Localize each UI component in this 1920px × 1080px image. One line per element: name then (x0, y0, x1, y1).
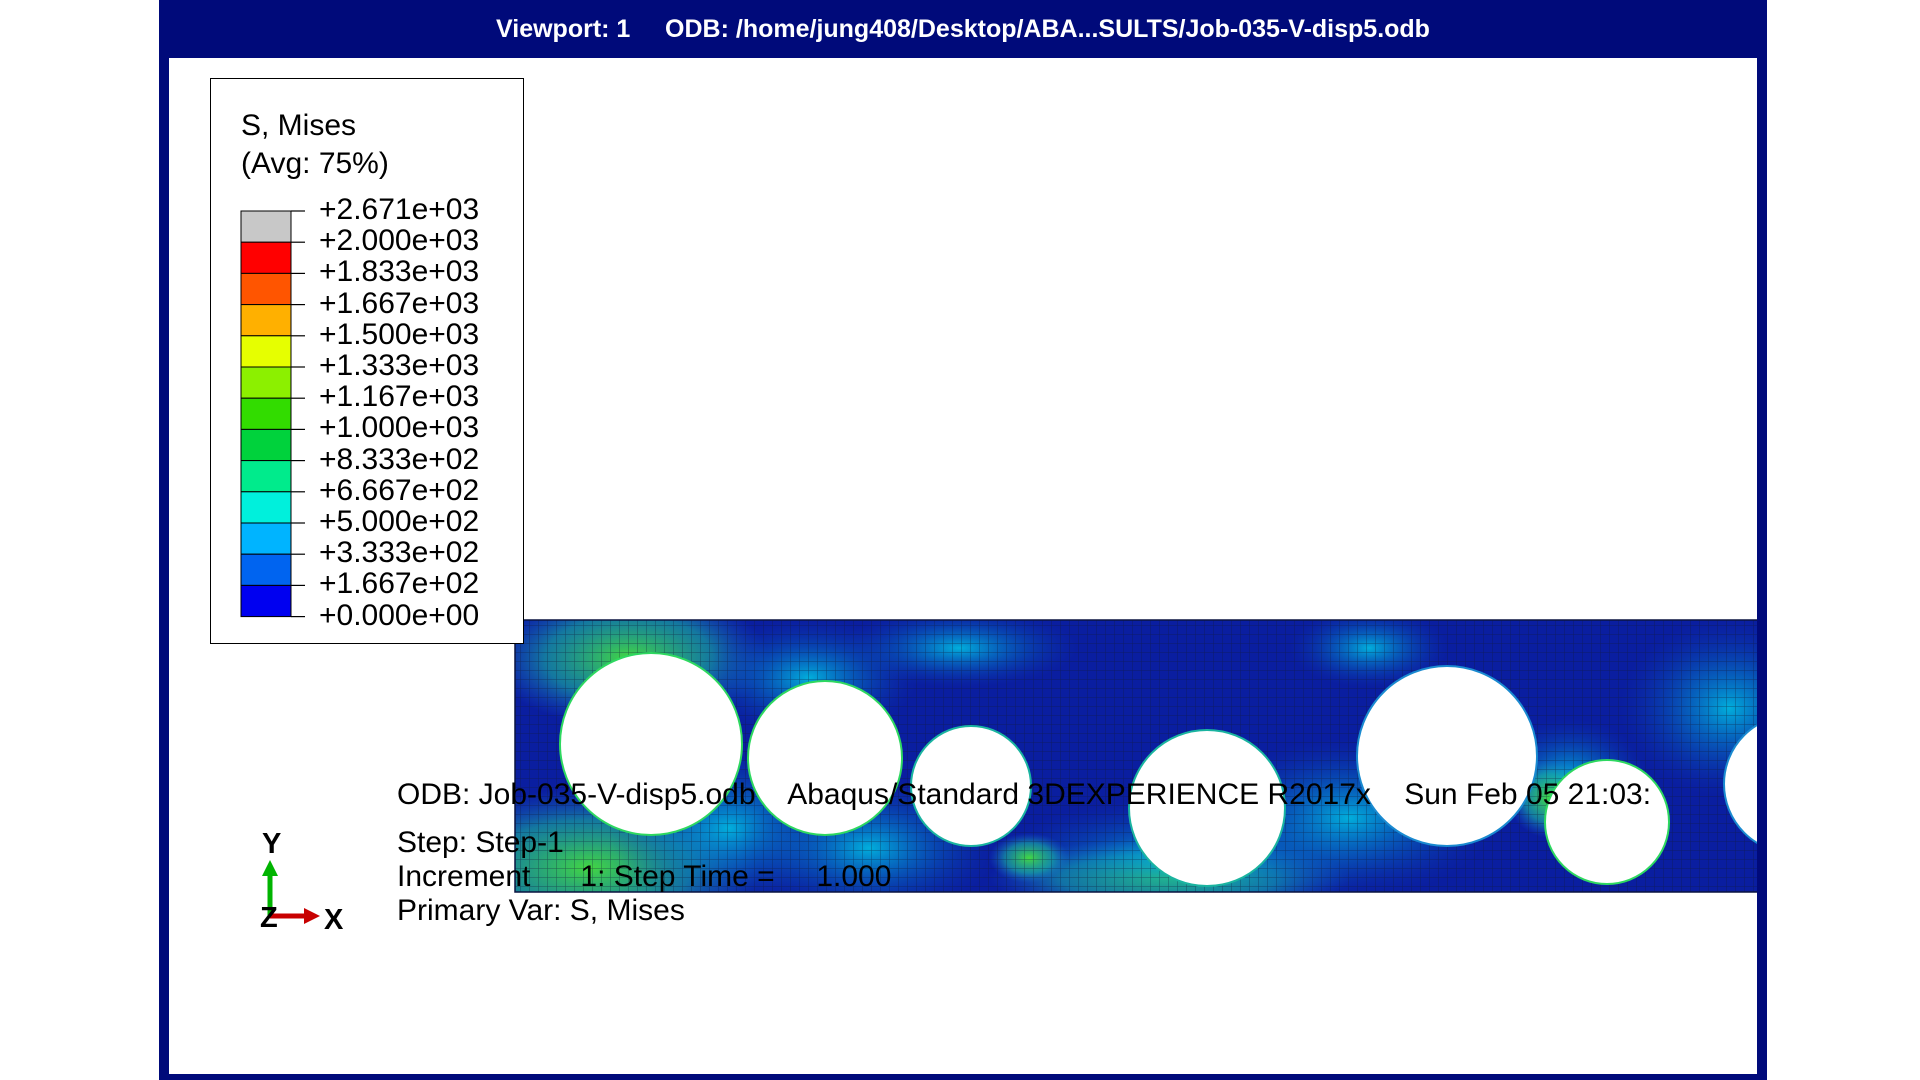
legend-label: +6.667e+02 (319, 473, 480, 507)
legend-band (240, 553, 292, 586)
legend-label: +1.833e+03 (319, 255, 480, 289)
triad-arrows (262, 860, 320, 924)
legend-label: +1.167e+03 (319, 380, 480, 414)
legend-title: S, Mises (241, 109, 357, 142)
legend-band (240, 397, 292, 430)
legend-subtitle: (Avg: 75%) (241, 147, 389, 180)
holes (559, 652, 1757, 887)
legend-band (240, 335, 292, 368)
legend-label: +0.000e+00 (319, 598, 480, 632)
legend-band (240, 584, 292, 618)
hole-1 (559, 652, 743, 836)
legend-label: +1.667e+03 (319, 286, 480, 320)
legend-band (240, 304, 292, 337)
legend-label: +8.333e+02 (319, 442, 480, 476)
y-axis-arrowhead (262, 860, 278, 876)
legend-band (240, 522, 292, 555)
plate-outline (514, 619, 1757, 893)
hole-2 (747, 680, 903, 836)
odb-info-line: ODB: Job-035-V-disp5.odb Abaqus/Standard… (397, 778, 1652, 811)
legend-color-scale (240, 210, 305, 618)
legend-band (240, 272, 292, 306)
legend-box[interactable]: S, Mises (Avg: 75%) +2.671e+03 +2.000e+03… (210, 78, 524, 644)
legend-label: +1.000e+03 (319, 411, 480, 445)
hole-3 (910, 725, 1032, 847)
z-axis-label: Z (260, 902, 278, 934)
legend-label: +3.333e+02 (319, 536, 480, 570)
hole-6 (1544, 759, 1670, 885)
legend-label: +1.333e+03 (319, 349, 480, 382)
legend-band (240, 491, 292, 524)
legend-band (240, 366, 292, 399)
step-line: Step: Step-1 (397, 826, 564, 859)
legend-band (240, 428, 292, 462)
y-axis-label: Y (262, 828, 282, 860)
hole-7 (1723, 723, 1757, 845)
primary-var-line: Primary Var: S, Mises (397, 894, 685, 927)
legend-band (240, 460, 292, 493)
legend-label: +2.000e+03 (319, 224, 480, 258)
legend-band (240, 210, 292, 243)
x-axis-label: X (324, 904, 344, 936)
viewport-frame: Viewport: 1 ODB: /home/jung408/Desktop/A… (159, 0, 1767, 1080)
viewport-canvas[interactable]: S, Mises (Avg: 75%) +2.671e+03 +2.000e+03… (169, 58, 1757, 1074)
increment-line: Increment 1: Step Time = 1.000 (397, 860, 892, 893)
legend-label: +5.000e+02 (319, 505, 480, 538)
contour-plot-model[interactable] (169, 58, 1757, 1074)
legend-band (240, 241, 292, 274)
hole-4 (1128, 729, 1286, 887)
viewport-title-bar: Viewport: 1 ODB: /home/jung408/Desktop/A… (496, 15, 1430, 43)
legend-label: +1.500e+03 (319, 317, 480, 351)
x-axis-arrowhead (304, 908, 320, 924)
hole-5 (1356, 665, 1538, 847)
legend-label: +1.667e+02 (319, 567, 480, 601)
legend-label: +2.671e+03 (319, 193, 480, 226)
